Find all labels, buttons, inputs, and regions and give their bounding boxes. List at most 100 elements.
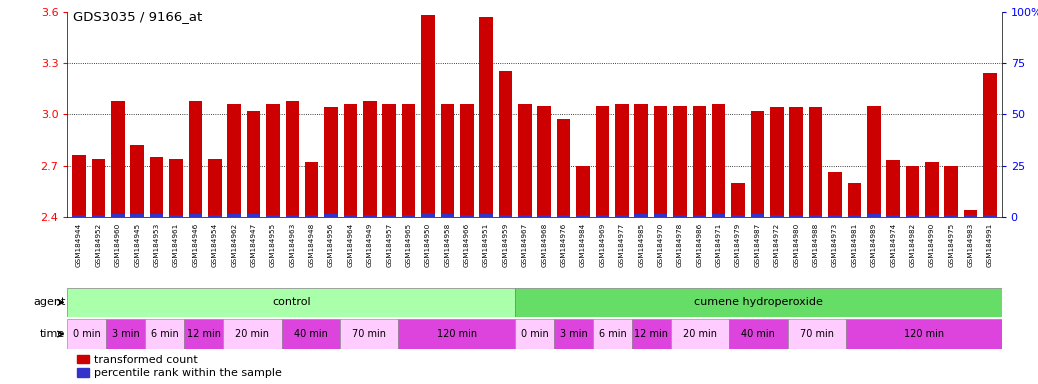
Bar: [790, 108, 803, 217]
Bar: [91, 159, 105, 217]
Bar: [363, 215, 377, 217]
Bar: [538, 215, 551, 217]
Text: 20 min: 20 min: [683, 329, 717, 339]
Bar: [382, 104, 395, 217]
Bar: [925, 215, 938, 217]
Bar: [964, 210, 978, 217]
Bar: [285, 215, 299, 217]
Bar: [266, 104, 279, 217]
Bar: [421, 15, 435, 217]
Bar: [848, 183, 862, 217]
Text: 20 min: 20 min: [236, 329, 270, 339]
Text: 70 min: 70 min: [799, 329, 834, 339]
Legend: transformed count, percentile rank within the sample: transformed count, percentile rank withi…: [73, 351, 286, 383]
Bar: [671, 319, 729, 349]
Bar: [281, 319, 339, 349]
Text: 0 min: 0 min: [73, 329, 101, 339]
Bar: [480, 17, 493, 217]
Text: 12 min: 12 min: [634, 329, 668, 339]
Bar: [382, 215, 395, 217]
Text: 3 min: 3 min: [559, 329, 588, 339]
Bar: [324, 214, 337, 217]
Bar: [654, 106, 667, 217]
Bar: [480, 214, 493, 217]
Text: 12 min: 12 min: [187, 329, 221, 339]
Bar: [460, 215, 473, 217]
Text: 3 min: 3 min: [112, 329, 140, 339]
Bar: [145, 319, 184, 349]
Bar: [906, 166, 920, 217]
Bar: [247, 111, 261, 217]
Bar: [285, 101, 299, 217]
Bar: [596, 215, 609, 217]
Bar: [790, 215, 803, 217]
Bar: [674, 215, 687, 217]
Bar: [596, 106, 609, 217]
Bar: [828, 215, 842, 217]
Bar: [848, 215, 862, 217]
Text: 70 min: 70 min: [352, 329, 386, 339]
Bar: [692, 106, 706, 217]
Bar: [750, 111, 764, 217]
Bar: [906, 215, 920, 217]
Bar: [131, 145, 144, 217]
Bar: [460, 104, 473, 217]
Bar: [828, 172, 842, 217]
Bar: [440, 214, 455, 217]
Bar: [106, 319, 145, 349]
Bar: [498, 71, 513, 217]
Bar: [402, 215, 415, 217]
Bar: [925, 162, 938, 217]
Bar: [788, 319, 846, 349]
Bar: [149, 157, 163, 217]
Bar: [654, 214, 667, 217]
Text: time: time: [40, 329, 65, 339]
Bar: [149, 214, 163, 217]
Bar: [576, 215, 590, 217]
Bar: [732, 215, 745, 217]
Bar: [556, 215, 571, 217]
Bar: [554, 319, 593, 349]
Text: 6 min: 6 min: [599, 329, 626, 339]
Text: 0 min: 0 min: [521, 329, 548, 339]
Bar: [169, 215, 183, 217]
Bar: [131, 214, 144, 217]
Bar: [614, 104, 629, 217]
Bar: [945, 215, 958, 217]
Bar: [227, 214, 241, 217]
Bar: [184, 319, 223, 349]
Bar: [750, 214, 764, 217]
Bar: [576, 166, 590, 217]
Bar: [440, 104, 455, 217]
Bar: [421, 213, 435, 217]
Bar: [208, 159, 221, 217]
Bar: [247, 214, 261, 217]
Bar: [515, 288, 1002, 317]
Bar: [732, 183, 745, 217]
Bar: [846, 319, 1002, 349]
Bar: [189, 214, 202, 217]
Bar: [111, 101, 125, 217]
Bar: [983, 73, 996, 217]
Bar: [518, 215, 531, 217]
Bar: [886, 215, 900, 217]
Bar: [538, 106, 551, 217]
Bar: [169, 159, 183, 217]
Bar: [305, 215, 319, 217]
Bar: [344, 104, 357, 217]
Bar: [515, 319, 554, 349]
Bar: [867, 214, 880, 217]
Bar: [111, 214, 125, 217]
Bar: [809, 108, 822, 217]
Text: 40 min: 40 min: [294, 329, 328, 339]
Bar: [614, 215, 629, 217]
Bar: [692, 215, 706, 217]
Bar: [402, 104, 415, 217]
Bar: [227, 104, 241, 217]
Bar: [770, 108, 784, 217]
Bar: [634, 104, 648, 217]
Text: control: control: [272, 297, 310, 308]
Bar: [867, 106, 880, 217]
Bar: [189, 101, 202, 217]
Text: 40 min: 40 min: [741, 329, 775, 339]
